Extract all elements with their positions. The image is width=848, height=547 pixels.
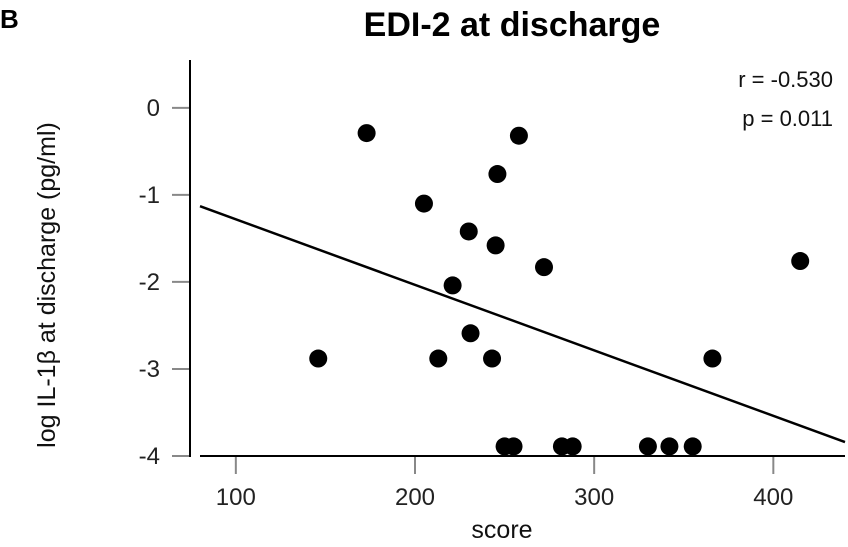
y-axis-label: log IL-1β at discharge (pg/ml)	[33, 122, 61, 448]
correlation-r: r = -0.530	[738, 67, 833, 92]
regression-line	[199, 205, 846, 444]
data-point	[443, 276, 462, 295]
data-point	[509, 126, 528, 145]
x-tick-label: 100	[216, 484, 256, 511]
x-tick-label: 400	[753, 484, 793, 511]
data-point	[461, 324, 480, 343]
data-point	[638, 437, 657, 456]
data-point	[535, 258, 553, 277]
data-point	[563, 437, 582, 456]
data-points	[309, 124, 810, 456]
y-tick-label: -2	[139, 269, 160, 296]
data-point	[309, 349, 328, 368]
data-point	[357, 124, 376, 143]
data-point	[683, 437, 702, 456]
x-axis-label: score	[471, 516, 532, 544]
panel-label: B	[0, 4, 19, 34]
y-tick-label: -1	[139, 182, 160, 209]
chart-title: EDI-2 at discharge	[364, 6, 661, 44]
x-axis-ticks: 100 200 300 400	[216, 456, 793, 511]
data-point	[660, 437, 679, 456]
x-tick-label: 200	[395, 484, 435, 511]
y-tick-label: 0	[147, 95, 160, 122]
data-point	[483, 349, 502, 368]
x-tick-label: 300	[574, 484, 614, 511]
y-tick-label: -3	[139, 356, 160, 383]
data-point	[459, 222, 478, 241]
data-point	[486, 236, 505, 255]
data-point	[703, 349, 722, 368]
data-point	[791, 252, 810, 271]
y-tick-label: -4	[139, 443, 160, 470]
data-point	[504, 437, 523, 456]
data-point	[429, 349, 448, 368]
data-point	[414, 194, 433, 213]
p-value: p = 0.011	[742, 106, 833, 131]
plot-area: 0 -1 -2 -3 -4 100 200 300 400	[139, 60, 846, 511]
data-point	[488, 165, 507, 184]
y-axis-ticks: 0 -1 -2 -3 -4	[139, 95, 190, 470]
